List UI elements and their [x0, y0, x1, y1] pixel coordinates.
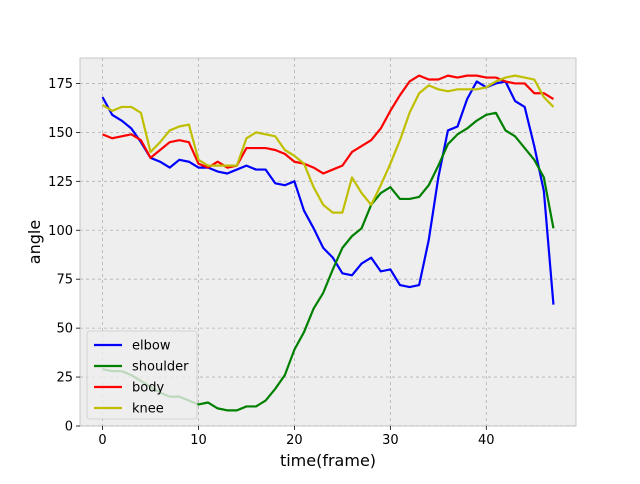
x-ticks: 0 10 20 30 40	[98, 426, 495, 448]
legend-label-knee: knee	[132, 402, 164, 417]
legend-label-shoulder: shoulder	[132, 360, 189, 375]
y-tick-label: 100	[48, 224, 73, 239]
y-ticks: 0 25 50 75 100 125 150 175	[48, 77, 80, 435]
x-tick-label: 40	[478, 433, 495, 448]
x-tick-label: 10	[190, 433, 207, 448]
series-line-body	[102, 74, 555, 175]
series-line-knee	[101, 74, 555, 214]
x-tick-label: 30	[382, 433, 399, 448]
legend-label-body: body	[132, 381, 164, 396]
y-tick-label: 0	[65, 420, 73, 435]
legend-box	[86, 330, 198, 420]
legend-label-elbow: elbow	[132, 339, 171, 354]
legend: elbow shoulder body knee	[86, 330, 198, 420]
x-tick-label: 0	[98, 433, 106, 448]
y-tick-label: 125	[48, 175, 73, 190]
x-axis-label: time(frame)	[280, 451, 376, 470]
series-line-elbow	[101, 80, 555, 305]
y-tick-label: 25	[56, 371, 73, 386]
y-tick-label: 50	[56, 322, 73, 337]
y-tick-label: 175	[48, 77, 73, 92]
y-tick-label: 150	[48, 126, 73, 141]
y-axis-label: angle	[25, 220, 44, 264]
y-tick-label: 75	[56, 273, 73, 288]
x-tick-label: 20	[286, 433, 303, 448]
